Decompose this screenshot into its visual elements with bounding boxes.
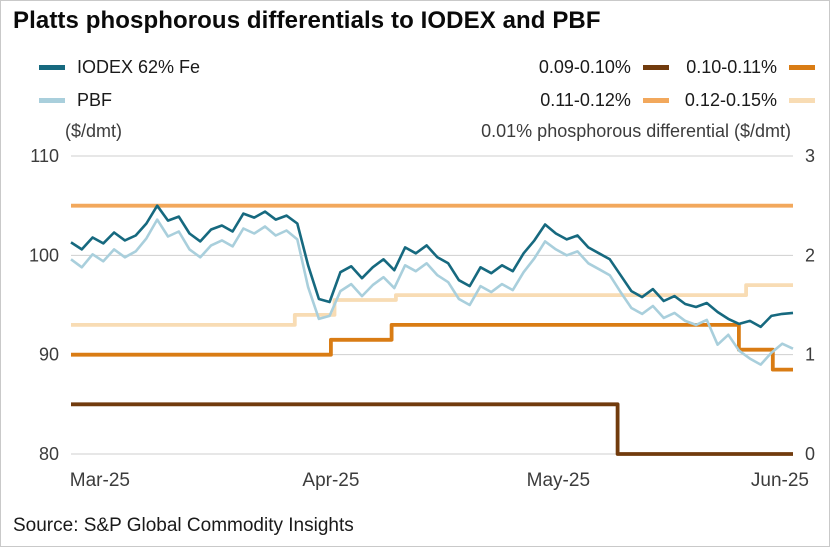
diff-010-011-swatch (789, 65, 815, 70)
diff-012-015-swatch (789, 98, 815, 103)
right-axis-tick: 1 (805, 345, 815, 365)
legend-item-010-011: 0.10-0.11% (685, 57, 815, 78)
legend-price-series: IODEX 62% Fe PBF (39, 57, 200, 111)
legend-label-iodex: IODEX 62% Fe (77, 57, 201, 77)
series-line-0-09-0-10- (71, 402, 793, 456)
x-axis-tick: May-25 (527, 470, 590, 491)
iodex-line-swatch (39, 65, 65, 70)
legend-label-011-012: 0.11-0.12% (540, 90, 631, 110)
pbf-line-swatch (39, 98, 65, 103)
legend-label-009-010: 0.09-0.10% (538, 57, 631, 77)
series-line-pbf (70, 218, 794, 366)
diff-011-012-swatch (642, 98, 669, 103)
legend-item-009-010: 0.09-0.10% (539, 57, 669, 78)
page-title: Platts phosphorous differentials to IODE… (13, 7, 601, 34)
right-axis-caption: 0.01% phosphorous differential ($/dmt) (481, 121, 791, 141)
left-axis-tick: 110 (30, 146, 59, 166)
series-line-0-12-0-15- (71, 283, 793, 327)
left-axis-tick: 80 (39, 444, 59, 464)
x-axis-tick: Mar-25 (70, 470, 130, 491)
series-line-0-10-0-11- (71, 322, 793, 372)
legend-label-pbf: PBF (77, 90, 113, 110)
legend-item-011-012: 0.11-0.12% (539, 90, 669, 111)
left-axis-tick: 100 (29, 245, 59, 265)
legend-item-pbf: PBF (39, 90, 200, 111)
x-axis-tick: Jun-25 (751, 470, 809, 491)
diff-009-010-swatch (642, 65, 669, 70)
left-axis-caption: ($/dmt) (65, 121, 123, 141)
legend-label-010-011: 0.10-0.11% (686, 57, 777, 77)
chart-plot-area: 110 3 100 2 90 1 80 0 Mar-25 Apr-25 May-25 Jun-25 (29, 146, 815, 491)
right-axis-tick: 2 (805, 245, 815, 265)
left-axis-tick: 90 (39, 345, 59, 365)
right-axis-tick: 0 (805, 444, 815, 464)
legend-differentials: 0.09-0.10% 0.10-0.11% 0.11-0.12% 0.12-0.… (539, 57, 815, 111)
right-axis-tick: 3 (805, 146, 815, 166)
x-axis-tick: Apr-25 (302, 470, 359, 491)
legend-item-iodex: IODEX 62% Fe (39, 57, 200, 78)
source-attribution: Source: S&P Global Commodity Insights (13, 515, 354, 536)
series-line-iodex-62-fe (70, 204, 794, 329)
legend-label-012-015: 0.12-0.15% (684, 90, 777, 110)
legend-item-012-015: 0.12-0.15% (685, 90, 815, 111)
